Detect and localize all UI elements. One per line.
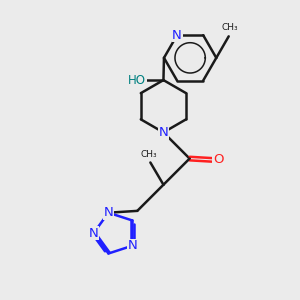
Text: O: O [213,153,224,167]
Text: N: N [103,206,113,219]
Text: HO: HO [128,74,146,87]
Text: N: N [172,29,182,42]
Text: CH₃: CH₃ [222,22,238,32]
Text: N: N [89,226,98,240]
Text: CH₃: CH₃ [141,150,157,159]
Text: N: N [159,126,168,139]
Text: N: N [128,239,137,252]
